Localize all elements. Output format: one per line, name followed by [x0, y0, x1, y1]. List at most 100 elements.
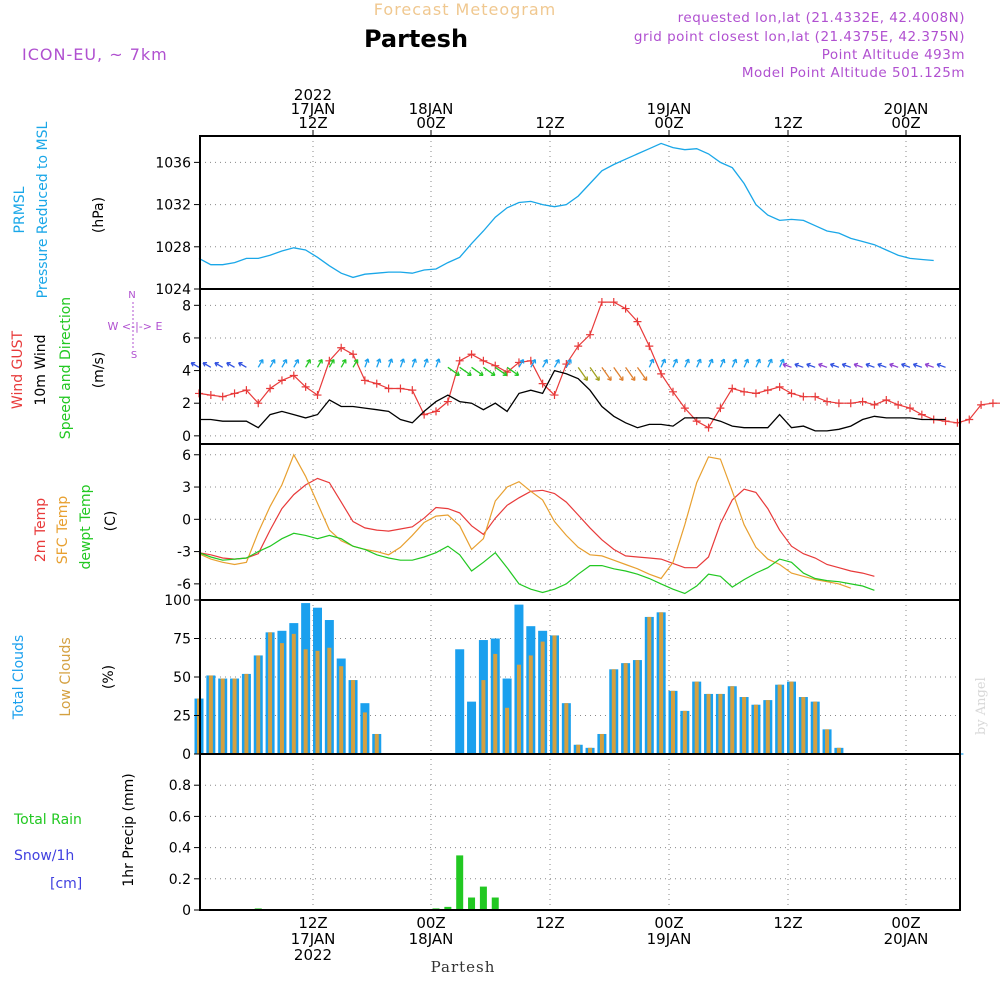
- y-tick-label: 2: [182, 396, 191, 412]
- top-axis-label: 00Z: [654, 114, 683, 132]
- y-tick-label: 6: [182, 331, 191, 347]
- wind-arrow-head: [630, 376, 636, 382]
- wind-direction-arrow: [542, 359, 548, 368]
- total-cloud-bar: [467, 701, 477, 754]
- wind-direction-arrow: [518, 359, 525, 368]
- top-axis-label: 12Z: [773, 114, 802, 132]
- bottom-axis-label: 12Z: [298, 914, 327, 932]
- wind-arrow-head: [924, 362, 930, 368]
- y-tick-label: -3: [177, 545, 191, 561]
- wind-arrow-head: [829, 362, 835, 368]
- clouds-label-low: Low Clouds: [58, 637, 74, 716]
- y-tick-label: 0.6: [169, 809, 191, 825]
- wind-direction-arrow: [901, 363, 911, 368]
- dewpt-line: [198, 532, 875, 595]
- footer-location: Partesh: [431, 958, 496, 976]
- gust-marker: [823, 397, 832, 406]
- low-cloud-bar: [706, 693, 711, 754]
- gust-marker: [763, 386, 772, 395]
- low-cloud-bar: [493, 653, 498, 754]
- temp-label-2m: 2m Temp: [33, 498, 49, 562]
- wind-direction-arrow: [779, 358, 785, 368]
- gust-marker: [716, 404, 725, 413]
- wind-arrow-head: [490, 371, 496, 376]
- wind-arrow-head: [936, 362, 942, 368]
- wind-direction-arrow: [684, 358, 690, 368]
- wind-arrow-head: [202, 361, 208, 367]
- wind-arrow-head: [190, 361, 196, 367]
- wind-direction-arrow: [494, 366, 508, 376]
- low-cloud-bar: [279, 643, 284, 754]
- y-tick-label: 3: [182, 480, 191, 496]
- gust-marker: [289, 371, 298, 380]
- wind-label-speed-dir: Speed and Direction: [58, 297, 74, 439]
- low-cloud-bar: [659, 612, 664, 754]
- wind-direction-arrow: [589, 366, 600, 381]
- y-tick-label: 0: [182, 429, 191, 445]
- wind-arrow-head: [411, 358, 417, 363]
- gust-marker: [372, 379, 381, 388]
- gust-marker: [680, 404, 689, 413]
- gust-marker: [479, 356, 488, 365]
- wind-arrow-head: [555, 358, 560, 364]
- low-cloud-bar: [801, 697, 806, 754]
- bottom-axis-label: 12Z: [773, 914, 802, 932]
- wind-arrow-head: [901, 362, 906, 368]
- y-tick-label: 1036: [155, 155, 191, 171]
- wind-arrow-head: [467, 371, 472, 376]
- wind-arrow-head: [841, 362, 847, 368]
- gust-marker: [657, 369, 666, 378]
- low-cloud-bar: [753, 704, 758, 754]
- rain-bar: [444, 906, 452, 910]
- gust-marker: [396, 384, 405, 393]
- compass-axis-label: W <-|-> E: [108, 320, 163, 333]
- low-cloud-bar: [339, 666, 344, 754]
- precip-legend-rain: Total Rain: [13, 812, 82, 828]
- wind-arrow-head: [607, 376, 612, 382]
- gust-marker: [858, 397, 867, 406]
- clouds-panel-label: Total Clouds Low Clouds (%): [11, 635, 117, 720]
- wind-arrow-head: [661, 358, 667, 364]
- clouds-label-total: Total Clouds: [11, 635, 27, 720]
- pressure-label-unit: (hPa): [91, 197, 107, 233]
- wind-direction-arrow: [293, 359, 299, 368]
- y-tick-label: 50: [173, 670, 191, 686]
- gust-marker: [242, 386, 251, 395]
- temp-label-sfc: SFC Temp: [55, 496, 71, 565]
- gust-marker: [882, 395, 891, 404]
- low-cloud-bar: [552, 635, 557, 754]
- wind-arrow-head: [399, 358, 406, 363]
- low-cloud-bar: [825, 729, 830, 754]
- low-cloud-bar: [611, 669, 616, 754]
- low-cloud-bar: [765, 700, 770, 754]
- wind-direction-arrow: [506, 366, 519, 376]
- wind-direction-arrow: [352, 359, 359, 368]
- y-tick-label: 4: [182, 364, 191, 380]
- gust-marker: [751, 389, 760, 398]
- wind-direction-arrow: [648, 358, 654, 368]
- gust-marker: [704, 423, 713, 432]
- info-line-3: Point Altitude 493m: [822, 47, 965, 63]
- location-title: Partesh: [364, 25, 468, 53]
- y-tick-label: 1032: [155, 198, 191, 214]
- low-cloud-bar: [813, 701, 818, 754]
- gust-marker: [597, 298, 606, 307]
- low-cloud-bar: [540, 641, 545, 754]
- top-axis-label: 00Z: [891, 114, 920, 132]
- temp2m-line: [198, 477, 875, 577]
- gust-marker: [917, 410, 926, 419]
- bottom-axis-label: 17JAN: [291, 930, 336, 948]
- top-axis-label: 19JAN: [647, 100, 692, 118]
- top-axis-label: 2022: [294, 86, 332, 104]
- top-axis-label: 18JAN: [409, 100, 454, 118]
- wind-arrow-head: [353, 358, 359, 364]
- pressure-label-prmsl: PRMSL: [12, 186, 28, 233]
- wind-arrow-head: [543, 358, 548, 364]
- gust-marker: [977, 400, 986, 409]
- wind-arrow-head: [364, 358, 370, 363]
- wind-direction-arrow: [435, 358, 440, 368]
- wind-direction-arrow: [399, 358, 405, 368]
- wind-direction-arrow: [767, 358, 773, 368]
- wind-direction-arrow: [743, 358, 749, 368]
